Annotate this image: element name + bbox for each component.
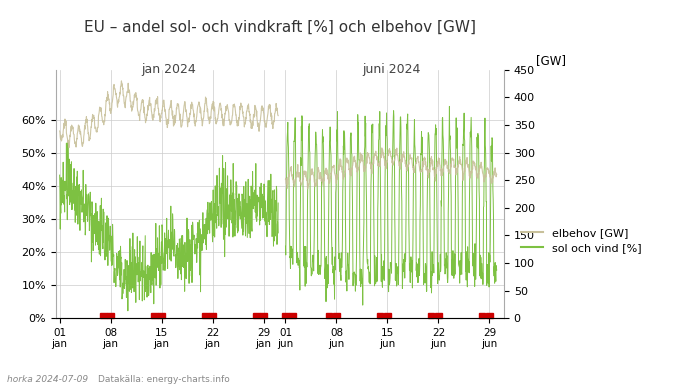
Bar	[107, 313, 114, 318]
Bar	[486, 313, 493, 318]
Bar	[253, 313, 260, 318]
Bar	[209, 313, 216, 318]
Bar	[100, 313, 106, 318]
Bar	[260, 313, 267, 318]
Text: EU – andel sol- och vindkraft [%] och elbehov [GW]: EU – andel sol- och vindkraft [%] och el…	[84, 19, 476, 35]
Bar	[202, 313, 209, 318]
Text: jan 2024: jan 2024	[141, 64, 196, 76]
Bar	[377, 313, 384, 318]
Bar	[428, 313, 435, 318]
Y-axis label: [GW]: [GW]	[536, 54, 566, 68]
Bar	[282, 313, 288, 318]
Bar	[158, 313, 165, 318]
Legend: elbehov [GW], sol och vind [%]: elbehov [GW], sol och vind [%]	[517, 223, 646, 258]
Bar	[384, 313, 391, 318]
Text: Datakälla: energy-charts.info: Datakälla: energy-charts.info	[98, 375, 230, 384]
Bar	[333, 313, 340, 318]
Bar	[290, 313, 296, 318]
Text: juni 2024: juni 2024	[362, 64, 420, 76]
Bar	[326, 313, 332, 318]
Text: horka 2024-07-09: horka 2024-07-09	[7, 375, 88, 384]
Bar	[435, 313, 442, 318]
Bar	[479, 313, 485, 318]
Bar	[151, 313, 158, 318]
